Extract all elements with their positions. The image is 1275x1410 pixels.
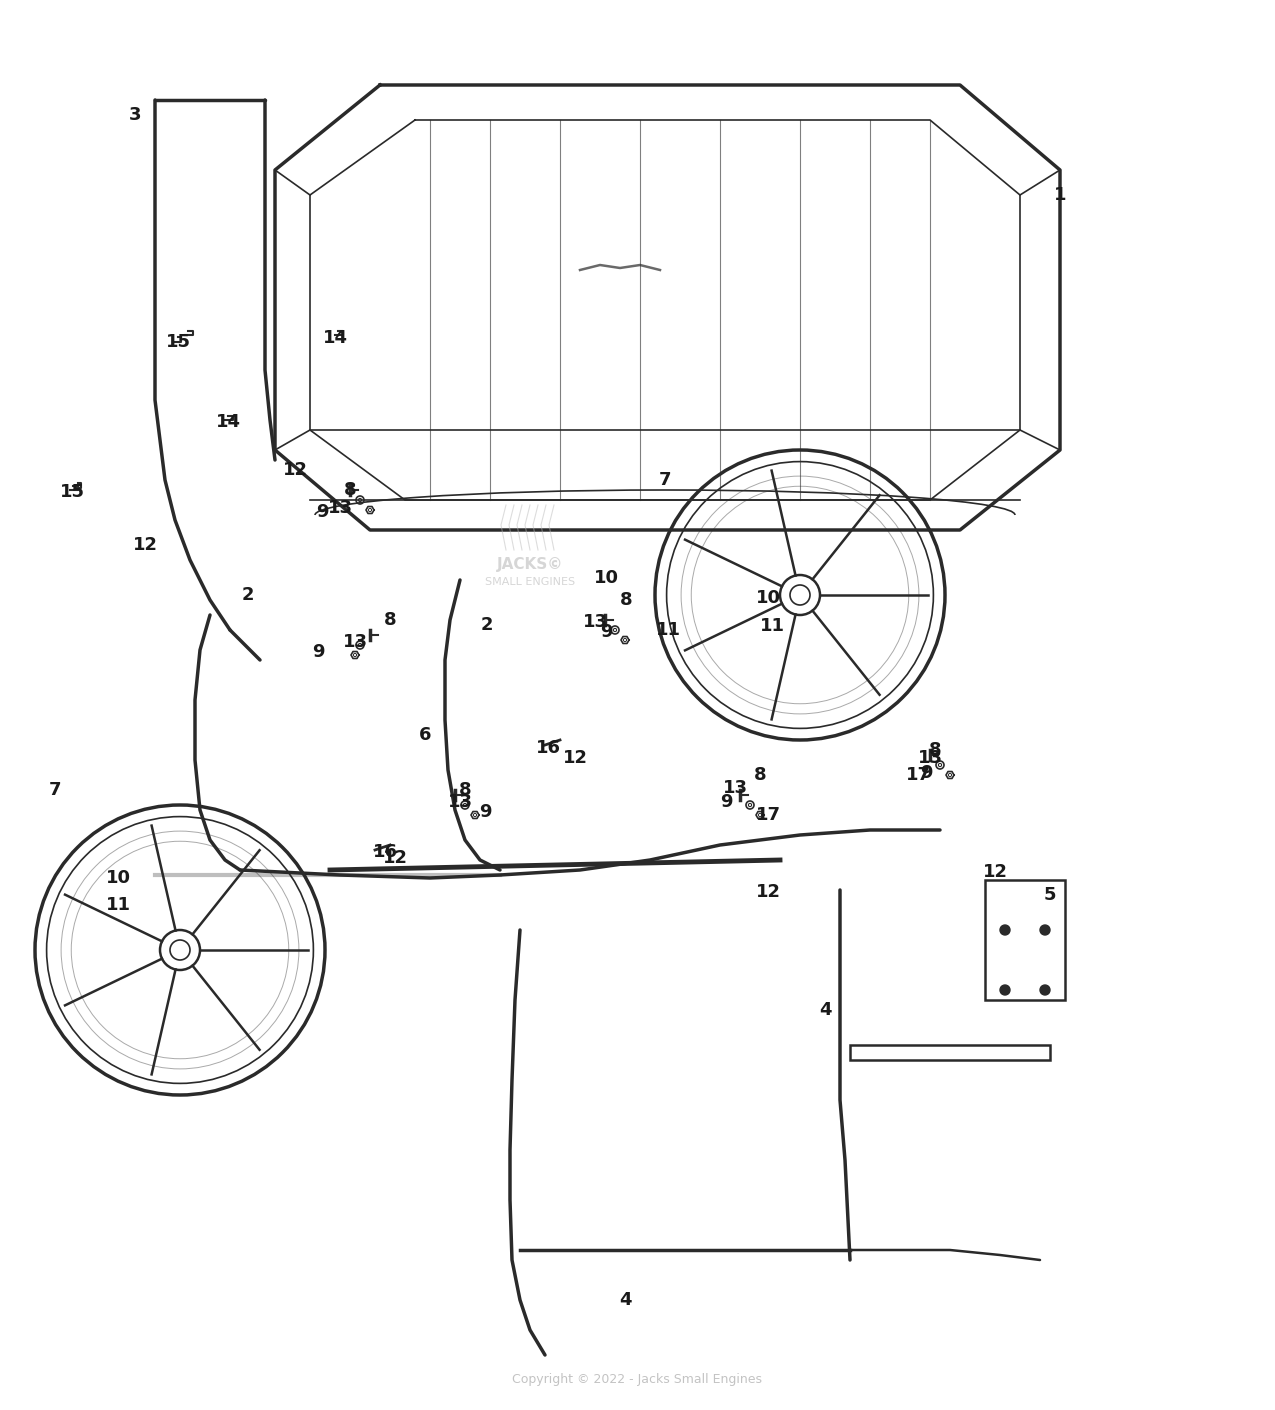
Text: 13: 13 bbox=[328, 499, 352, 517]
Text: 2: 2 bbox=[481, 616, 493, 634]
Text: 8: 8 bbox=[459, 781, 472, 799]
Text: 10: 10 bbox=[106, 869, 130, 887]
Circle shape bbox=[780, 575, 820, 615]
Text: 12: 12 bbox=[283, 461, 307, 479]
Text: 11: 11 bbox=[655, 620, 681, 639]
Text: Copyright © 2022 - Jacks Small Engines: Copyright © 2022 - Jacks Small Engines bbox=[513, 1373, 762, 1386]
Text: 17: 17 bbox=[905, 766, 931, 784]
Text: 15: 15 bbox=[60, 484, 84, 501]
Circle shape bbox=[1000, 925, 1010, 935]
Text: 8: 8 bbox=[620, 591, 632, 609]
Circle shape bbox=[159, 931, 200, 970]
Bar bbox=[850, 1045, 1051, 1060]
Text: JACKS©: JACKS© bbox=[497, 557, 564, 572]
Text: 12: 12 bbox=[983, 863, 1007, 881]
Text: 8: 8 bbox=[344, 481, 356, 499]
Text: SMALL ENGINES: SMALL ENGINES bbox=[484, 577, 575, 587]
Text: 9: 9 bbox=[720, 792, 732, 811]
Circle shape bbox=[1040, 925, 1051, 935]
Text: 8: 8 bbox=[384, 611, 397, 629]
Text: 14: 14 bbox=[215, 413, 241, 431]
Text: 4: 4 bbox=[819, 1001, 831, 1019]
Text: 13: 13 bbox=[583, 613, 607, 632]
Text: 2: 2 bbox=[242, 587, 254, 603]
Text: 8: 8 bbox=[754, 766, 766, 784]
Bar bbox=[986, 880, 1065, 1000]
Text: 8: 8 bbox=[928, 742, 941, 759]
Text: 13: 13 bbox=[448, 792, 473, 811]
Text: 6: 6 bbox=[418, 726, 431, 744]
Text: 7: 7 bbox=[48, 781, 61, 799]
Text: 16: 16 bbox=[536, 739, 561, 757]
Text: 9: 9 bbox=[316, 503, 328, 522]
Text: 15: 15 bbox=[166, 333, 190, 351]
Text: 10: 10 bbox=[593, 570, 618, 587]
Text: 9: 9 bbox=[599, 623, 612, 642]
Text: 13: 13 bbox=[343, 633, 367, 651]
Text: 9: 9 bbox=[478, 804, 491, 821]
Circle shape bbox=[1040, 986, 1051, 995]
Text: 1: 1 bbox=[1053, 186, 1066, 204]
Text: 13: 13 bbox=[723, 778, 747, 797]
Text: 12: 12 bbox=[562, 749, 588, 767]
Text: 9: 9 bbox=[312, 643, 324, 661]
Text: 12: 12 bbox=[133, 536, 158, 554]
Text: 11: 11 bbox=[760, 618, 784, 634]
Text: 9: 9 bbox=[919, 764, 932, 783]
Text: 17: 17 bbox=[756, 807, 780, 823]
Text: 5: 5 bbox=[1044, 885, 1056, 904]
Text: 4: 4 bbox=[618, 1292, 631, 1308]
Text: 7: 7 bbox=[659, 471, 671, 489]
Text: 11: 11 bbox=[106, 895, 130, 914]
Circle shape bbox=[1000, 986, 1010, 995]
Text: 12: 12 bbox=[756, 883, 780, 901]
Text: 3: 3 bbox=[129, 106, 142, 124]
Text: 16: 16 bbox=[372, 843, 398, 862]
Text: 10: 10 bbox=[756, 589, 780, 606]
Text: 12: 12 bbox=[382, 849, 408, 867]
Text: 14: 14 bbox=[323, 329, 348, 347]
Text: 13: 13 bbox=[918, 749, 942, 767]
